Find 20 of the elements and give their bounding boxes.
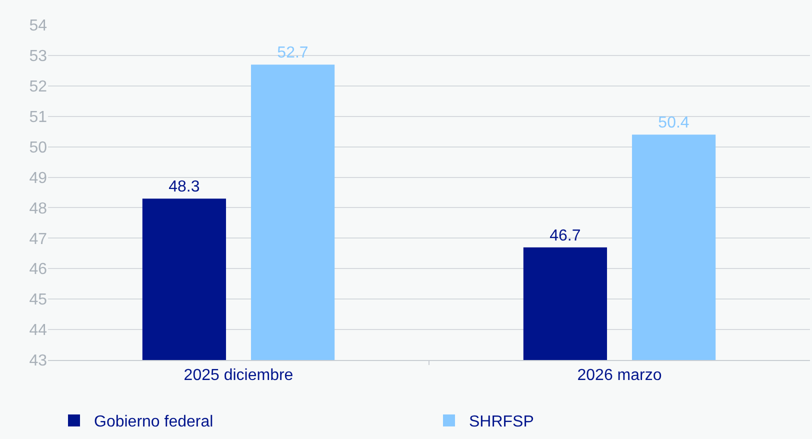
y-tick-label: 46 xyxy=(29,261,48,278)
x-tick-label: 2025 diciembre xyxy=(184,367,294,384)
x-tick-label: 2026 marzo xyxy=(577,367,662,384)
data-label: 48.3 xyxy=(168,178,200,196)
legend-label: Gobierno federal xyxy=(94,414,214,431)
y-tick-label: 44 xyxy=(29,322,48,340)
data-label: 50.4 xyxy=(658,114,690,132)
y-tick-label: 47 xyxy=(29,230,48,248)
y-tick-label: 52 xyxy=(29,78,48,96)
legend-label: SHRFSP xyxy=(469,414,534,431)
y-tick-label: 53 xyxy=(29,48,48,66)
y-tick-label: 43 xyxy=(29,352,48,370)
y-tick-label: 54 xyxy=(29,18,48,35)
y-tick-label: 51 xyxy=(29,108,48,126)
y-tick-label: 48 xyxy=(29,200,48,218)
data-label: 46.7 xyxy=(550,227,581,244)
y-tick-label: 45 xyxy=(29,292,48,309)
y-tick-label: 49 xyxy=(29,170,48,187)
data-label: 52.7 xyxy=(277,44,308,62)
y-tick-label: 50 xyxy=(29,139,48,156)
